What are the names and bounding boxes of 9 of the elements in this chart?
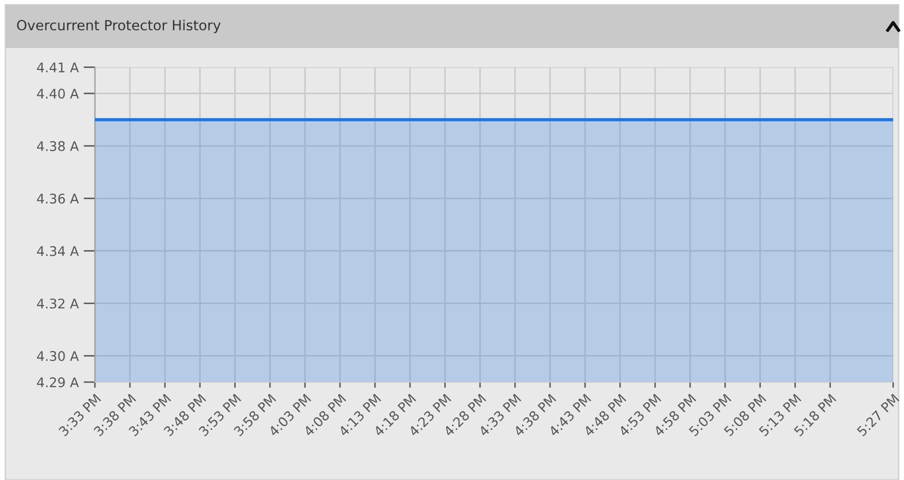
y-tick-label: 4.29 A xyxy=(36,377,79,388)
y-tick-label: 4.34 A xyxy=(36,246,79,256)
y-tick-label: 4.36 A xyxy=(36,194,79,204)
y-tick-label: 4.38 A xyxy=(36,141,79,152)
y-tick-label: 4.40 A xyxy=(36,88,79,99)
y-tick-label: 4.30 A xyxy=(36,351,79,362)
chart-title: Overcurrent Protector History xyxy=(17,20,221,34)
y-tick-label: 4.32 A xyxy=(36,298,79,309)
y-tick-label: 4.41 A xyxy=(36,62,79,72)
